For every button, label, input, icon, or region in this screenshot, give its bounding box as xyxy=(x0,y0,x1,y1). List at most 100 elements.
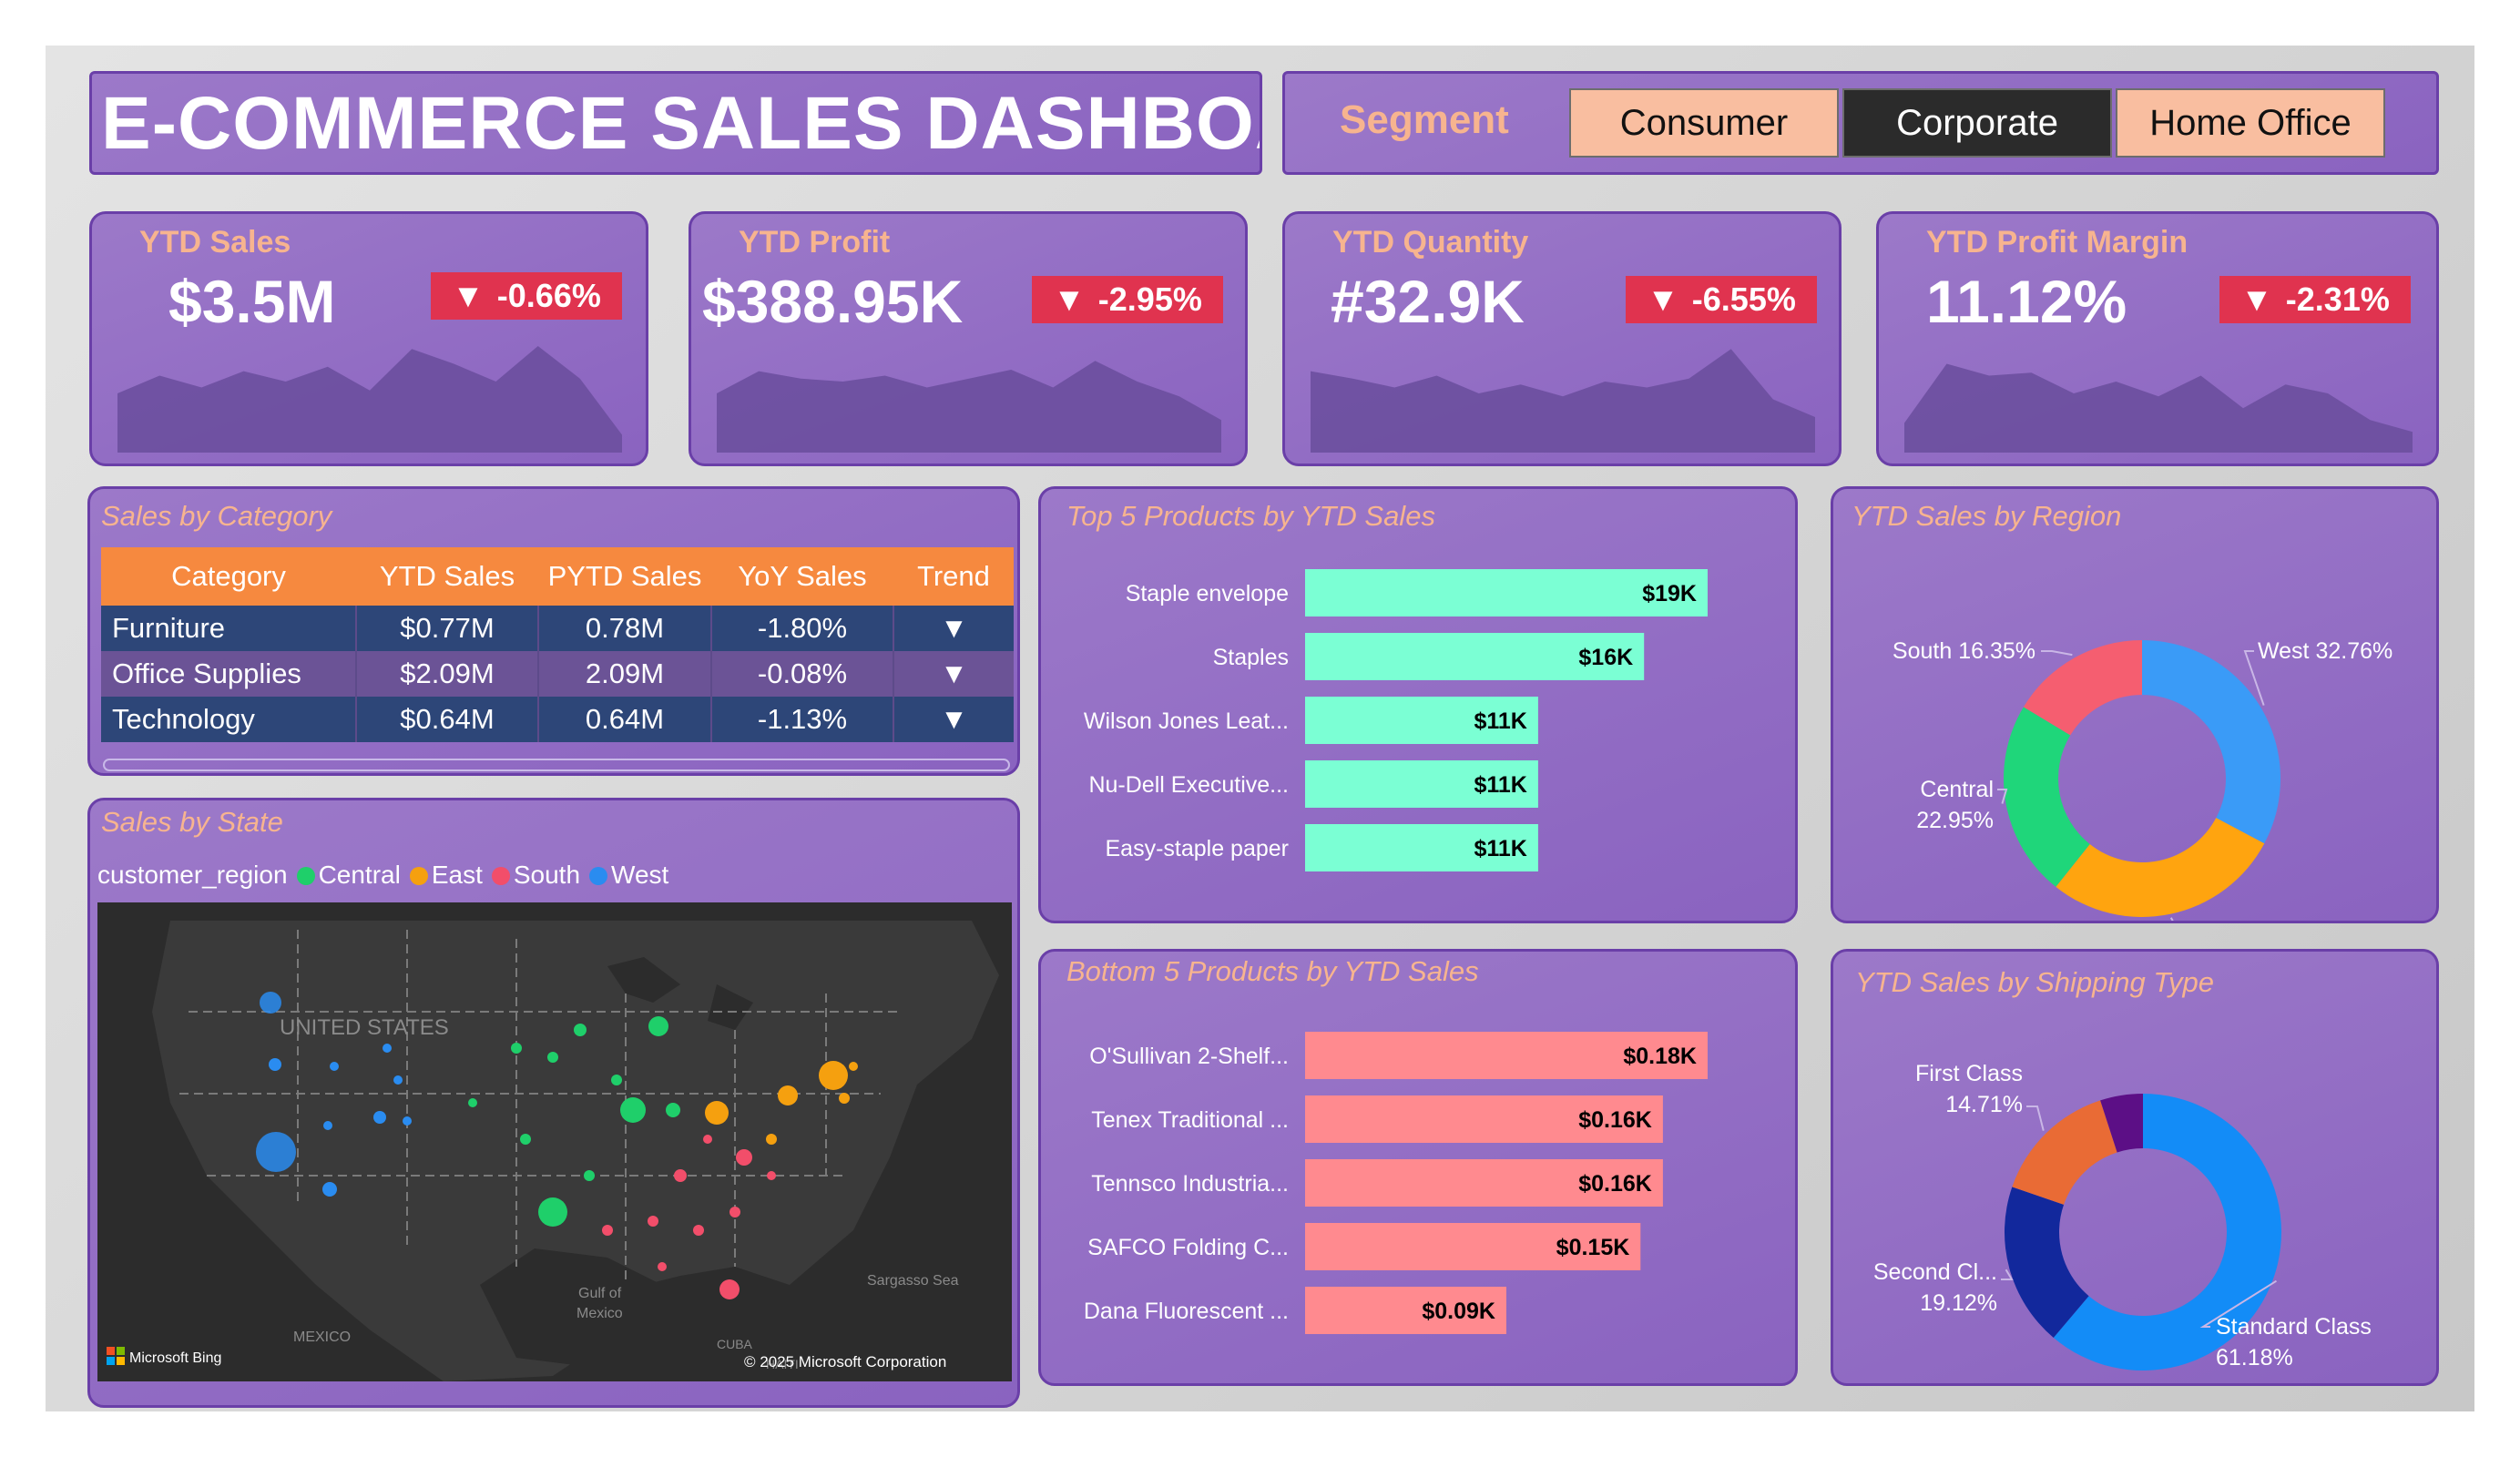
sparkline-area xyxy=(717,361,1221,453)
column-header[interactable]: PYTD Sales xyxy=(538,547,711,606)
segment-corporate-button[interactable]: Corporate xyxy=(1842,88,2112,158)
bar xyxy=(1305,697,1538,744)
bar-value-label: $0.09K xyxy=(1422,1299,1495,1324)
segment-label: Segment xyxy=(1340,97,1509,142)
donut-data-label: South 16.35% xyxy=(1893,638,2035,664)
donut-slice xyxy=(2005,1187,2089,1339)
bar xyxy=(1305,1095,1663,1143)
sparkline-area xyxy=(117,346,622,453)
leader-line xyxy=(1997,789,2008,804)
kpi-card-ytd-sales: YTD Sales $3.5M ▼ -0.66% xyxy=(89,211,648,466)
down-arrow-icon: ▼ xyxy=(452,277,485,314)
kpi-title: YTD Quantity xyxy=(1332,225,1529,260)
leader-line xyxy=(2041,650,2073,657)
us-map[interactable]: UNITED STATES MEXICO Gulf of Mexico Sarg… xyxy=(97,902,1012,1381)
column-header[interactable]: YTD Sales xyxy=(356,547,538,606)
donut-data-label: East 27.94% xyxy=(2194,919,2323,923)
donut-data-label: 19.12% xyxy=(1920,1290,1997,1316)
section-title: Bottom 5 Products by YTD Sales xyxy=(1066,955,1479,987)
sales-by-region-panel: YTD Sales by Region West 32.76% East 27.9… xyxy=(1831,486,2439,923)
table-scrollbar[interactable] xyxy=(103,759,1010,771)
map-label-mexico: MEXICO xyxy=(293,1330,351,1345)
map-label-gulf-2: Mexico xyxy=(576,1306,623,1321)
donut-data-label: Central xyxy=(1920,777,1994,802)
kpi-change-badge: ▼ -2.31% xyxy=(2219,276,2411,323)
column-header[interactable]: Trend xyxy=(893,547,1014,606)
bottom-products-panel: Bottom 5 Products by YTD Sales O'Sulliva… xyxy=(1038,949,1798,1386)
ytd-sales-cell: $0.77M xyxy=(356,606,539,651)
donut-data-label: Standard Class xyxy=(2216,1314,2372,1340)
sparkline-area xyxy=(1311,349,1815,453)
section-title: Sales by Category xyxy=(101,500,332,532)
yoy-sales-cell: -0.08% xyxy=(711,651,894,697)
kpi-value: #32.9K xyxy=(1331,268,1525,335)
land-mass xyxy=(152,921,999,1381)
map-label-cuba: CUBA xyxy=(717,1337,753,1351)
legend-item-central[interactable]: Central xyxy=(296,861,401,890)
table-row[interactable]: Furniture $0.77M 0.78M -1.80% ▼ xyxy=(101,606,1014,651)
yoy-sales-cell: -1.13% xyxy=(711,697,894,742)
bottom-products-chart: O'Sullivan 2-Shelf... $0.18K Tenex Traditi… xyxy=(1084,1032,1708,1334)
donut-data-label: Second Cl... xyxy=(1873,1259,1997,1285)
segment-consumer-button[interactable]: Consumer xyxy=(1569,88,1839,158)
donut-data-label: West 32.76% xyxy=(2258,638,2392,664)
bar-value-label: $11K xyxy=(1474,772,1526,798)
bar-category-label: O'Sullivan 2-Shelf... xyxy=(1089,1044,1289,1069)
bar xyxy=(1305,1032,1708,1079)
bar-value-label: $0.16K xyxy=(1578,1107,1652,1133)
kpi-sparkline xyxy=(1311,349,1815,453)
sales-by-category-panel: Sales by Category Category YTD Sales PYT… xyxy=(87,486,1020,776)
map-label-gulf: Gulf of xyxy=(578,1286,622,1301)
bar xyxy=(1305,1159,1663,1207)
legend-title: customer_region xyxy=(97,861,288,889)
table-header-row: Category YTD Sales PYTD Sales YoY Sales … xyxy=(101,547,1014,606)
table-row[interactable]: Technology $0.64M 0.64M -1.13% ▼ xyxy=(101,697,1014,742)
pytd-sales-cell: 2.09M xyxy=(538,651,712,697)
leader-line xyxy=(2169,917,2174,921)
bar-value-label: $19K xyxy=(1642,581,1697,606)
table-row[interactable]: Office Supplies $2.09M 2.09M -0.08% ▼ xyxy=(101,651,1014,697)
bar-value-label: $0.18K xyxy=(1623,1044,1697,1069)
kpi-card-ytd-profit: YTD Profit $388.95K ▼ -2.95% xyxy=(689,211,1248,466)
legend-item-west[interactable]: West xyxy=(589,861,668,890)
kpi-change: -2.31% xyxy=(2285,280,2390,318)
map-bubbles[interactable] xyxy=(256,992,858,1299)
donut-data-label: 61.18% xyxy=(2216,1345,2293,1370)
kpi-value: $388.95K xyxy=(702,268,964,335)
dashboard-canvas: E-COMMERCE SALES DASHBOARD Segment Consu… xyxy=(46,46,2474,1411)
donut-slice xyxy=(2053,1094,2281,1370)
legend-item-south[interactable]: South xyxy=(491,861,580,890)
ytd-sales-cell: $2.09M xyxy=(356,651,539,697)
kpi-sparkline xyxy=(717,361,1221,453)
bar-category-label: Staples xyxy=(1213,645,1289,670)
category-table: Category YTD Sales PYTD Sales YoY Sales … xyxy=(101,547,1014,742)
donut-slice xyxy=(2004,707,2090,887)
kpi-title: YTD Profit Margin xyxy=(1926,225,2188,260)
gulf-water xyxy=(480,1248,662,1367)
shipping-donut-chart: Standard Class 61.18% Second Cl... 19.12% Fi… xyxy=(1873,1061,2372,1370)
donut-slice xyxy=(2012,1100,2117,1205)
region-donut-chart: West 32.76% East 27.94% Central 22.95% South… xyxy=(1893,638,2392,923)
map-label-haiti: HAITI xyxy=(766,1357,799,1371)
column-header[interactable]: YoY Sales xyxy=(711,547,893,606)
microsoft-bing-logo: Microsoft Bing xyxy=(107,1347,221,1366)
leader-line xyxy=(2001,1269,2014,1280)
bar-category-label: Nu-Dell Executive... xyxy=(1088,772,1289,798)
svg-text:Microsoft Bing: Microsoft Bing xyxy=(129,1350,221,1366)
column-header[interactable]: Category xyxy=(101,547,356,606)
donut-data-label: 22.95% xyxy=(1916,808,1994,833)
donut-data-label: First Class xyxy=(1915,1061,2023,1086)
leader-line xyxy=(2199,1279,2278,1328)
bar-value-label: $0.15K xyxy=(1556,1235,1630,1260)
segment-home-office-button[interactable]: Home Office xyxy=(2116,88,2385,158)
top-products-panel: Top 5 Products by YTD Sales Staple envel… xyxy=(1038,486,1798,923)
bar-value-label: $11K xyxy=(1474,836,1526,861)
page-title: E-COMMERCE SALES DASHBOARD xyxy=(101,82,1260,165)
kpi-value: 11.12% xyxy=(1926,268,2127,335)
trend-down-icon: ▼ xyxy=(893,606,1014,651)
legend-item-east[interactable]: East xyxy=(409,861,483,890)
map-legend: customer_region Central East South West xyxy=(97,861,668,890)
bar-category-label: Tenex Traditional ... xyxy=(1091,1107,1289,1133)
kpi-title: YTD Profit xyxy=(739,225,891,260)
bar-category-label: Easy-staple paper xyxy=(1105,836,1289,861)
